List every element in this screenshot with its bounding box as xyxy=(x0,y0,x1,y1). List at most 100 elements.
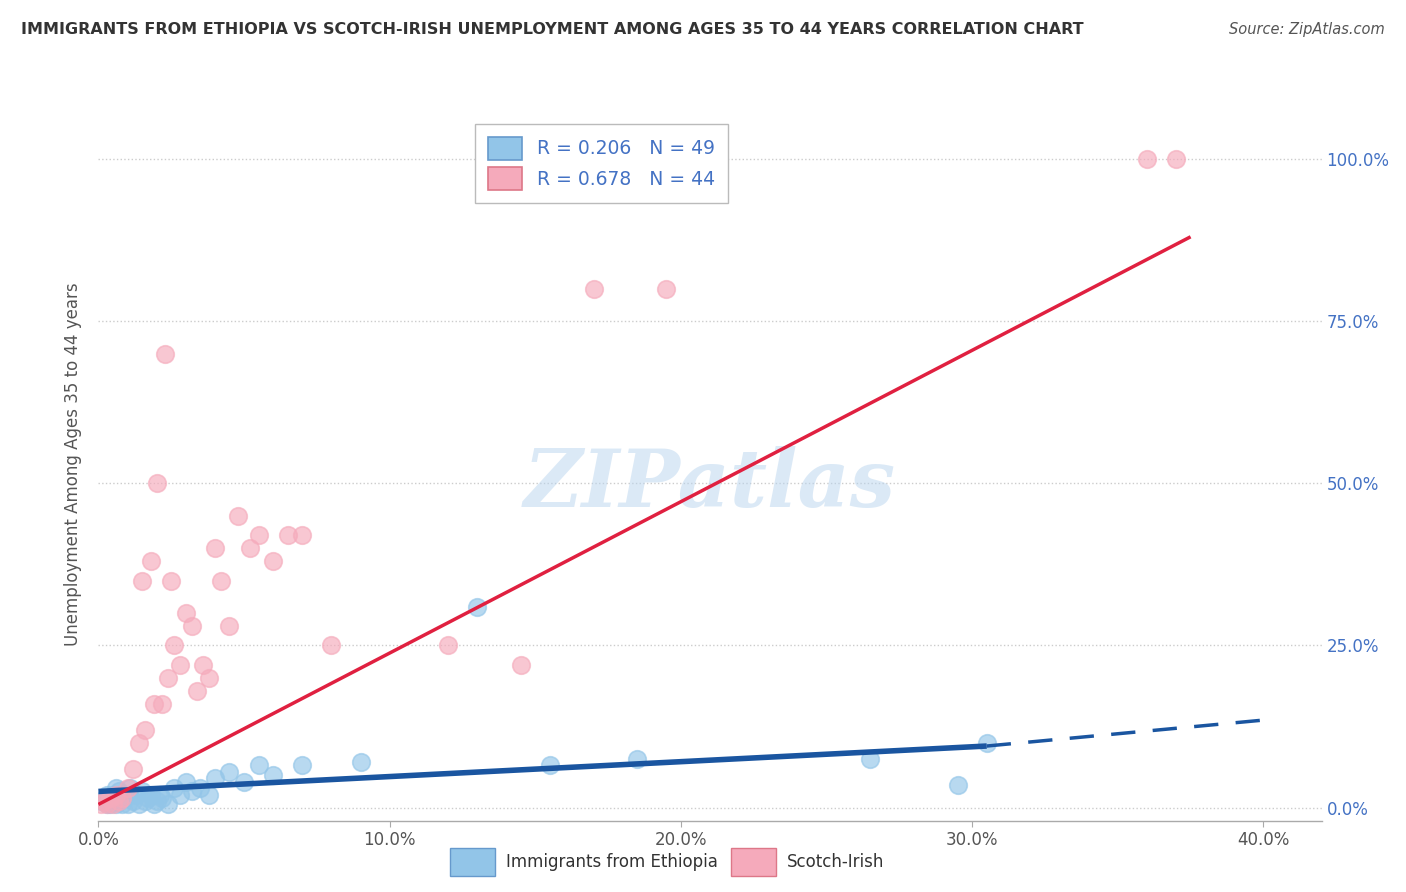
Point xyxy=(349,756,371,770)
Text: Immigrants from Ethiopia: Immigrants from Ethiopia xyxy=(506,853,718,871)
Point xyxy=(321,639,343,653)
Point xyxy=(90,794,112,808)
Point xyxy=(145,476,167,491)
Point xyxy=(108,794,131,808)
Point xyxy=(111,797,134,812)
Point xyxy=(247,528,270,542)
Point xyxy=(101,797,124,812)
Point xyxy=(204,772,226,786)
Point xyxy=(128,736,150,750)
Text: ZIPatlas: ZIPatlas xyxy=(524,447,896,524)
Point xyxy=(669,152,692,166)
Point xyxy=(163,781,186,796)
Point xyxy=(98,797,121,812)
Point xyxy=(139,788,162,802)
Point xyxy=(122,762,145,776)
Point xyxy=(142,797,165,812)
Legend: R = 0.206   N = 49, R = 0.678   N = 44: R = 0.206 N = 49, R = 0.678 N = 44 xyxy=(475,124,728,203)
Point xyxy=(160,574,183,588)
Point xyxy=(465,599,488,614)
Point xyxy=(163,639,186,653)
Point xyxy=(437,639,460,653)
Point xyxy=(111,788,134,802)
Point xyxy=(125,788,148,802)
Point xyxy=(134,723,156,737)
Point xyxy=(131,784,153,798)
Point xyxy=(198,671,221,685)
Point xyxy=(131,574,153,588)
Point xyxy=(145,794,167,808)
Point xyxy=(93,794,115,808)
Point xyxy=(142,697,165,711)
Point xyxy=(101,788,124,802)
Point xyxy=(104,788,127,802)
Point xyxy=(226,508,249,523)
Point xyxy=(108,794,131,808)
Point xyxy=(218,764,240,779)
Point xyxy=(859,752,882,766)
Point xyxy=(239,541,262,556)
Text: IMMIGRANTS FROM ETHIOPIA VS SCOTCH-IRISH UNEMPLOYMENT AMONG AGES 35 TO 44 YEARS : IMMIGRANTS FROM ETHIOPIA VS SCOTCH-IRISH… xyxy=(21,22,1084,37)
Bar xyxy=(731,848,776,876)
Point xyxy=(139,554,162,568)
Point xyxy=(655,282,678,296)
Point xyxy=(157,671,180,685)
Point xyxy=(93,794,115,808)
Point xyxy=(98,791,121,805)
Point xyxy=(104,797,127,812)
Point xyxy=(1136,152,1159,166)
Point xyxy=(111,791,134,805)
Point xyxy=(101,794,124,808)
Point xyxy=(114,791,136,805)
Point xyxy=(262,768,284,782)
Point xyxy=(117,797,139,812)
Point xyxy=(277,528,299,542)
Point xyxy=(149,788,172,802)
Point xyxy=(188,781,212,796)
Point xyxy=(582,282,605,296)
Point xyxy=(218,619,240,633)
Point xyxy=(1164,152,1187,166)
Point xyxy=(291,758,314,772)
Point xyxy=(169,788,191,802)
Text: Scotch-Irish: Scotch-Irish xyxy=(787,853,884,871)
Point xyxy=(157,797,180,812)
Point xyxy=(155,346,177,360)
Point xyxy=(108,784,131,798)
Point xyxy=(98,791,121,805)
Point xyxy=(538,758,561,772)
Point xyxy=(117,781,139,796)
Point xyxy=(128,797,150,812)
Point xyxy=(169,657,191,672)
Point xyxy=(233,774,256,789)
Point xyxy=(193,657,215,672)
Point xyxy=(209,574,232,588)
Point xyxy=(946,778,969,792)
Point xyxy=(976,736,998,750)
Point xyxy=(96,797,118,812)
Point xyxy=(152,697,174,711)
Text: Source: ZipAtlas.com: Source: ZipAtlas.com xyxy=(1229,22,1385,37)
Point xyxy=(180,619,202,633)
Point xyxy=(174,606,197,620)
Point xyxy=(96,788,118,802)
Point xyxy=(509,657,531,672)
Point xyxy=(104,781,127,796)
Point xyxy=(174,774,197,789)
Point xyxy=(198,788,221,802)
Point xyxy=(626,752,648,766)
Point xyxy=(180,784,202,798)
Point xyxy=(262,554,284,568)
Point xyxy=(90,797,112,812)
Point xyxy=(117,788,139,802)
Bar xyxy=(450,848,495,876)
Point xyxy=(136,791,159,805)
Point xyxy=(291,528,314,542)
Point xyxy=(247,758,270,772)
Point xyxy=(120,781,142,796)
Point xyxy=(204,541,226,556)
Point xyxy=(186,684,208,698)
Point xyxy=(134,794,156,808)
Point xyxy=(96,797,118,812)
Point xyxy=(122,794,145,808)
